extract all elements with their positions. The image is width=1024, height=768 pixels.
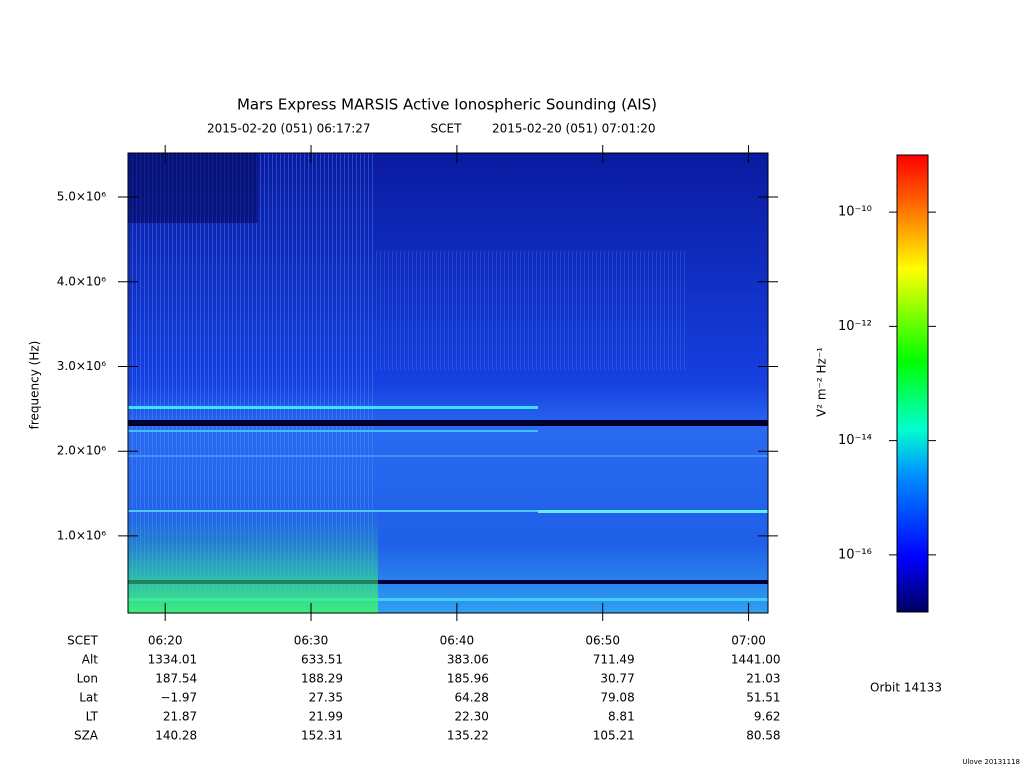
chart-title: Mars Express MARSIS Active Ionospheric S… bbox=[237, 96, 657, 114]
colorbar-tick-label: 10⁻¹⁴ bbox=[838, 433, 872, 448]
time-system: SCET bbox=[431, 122, 463, 136]
ephemeris-value: 1334.01 bbox=[148, 653, 198, 667]
ephemeris-label: LT bbox=[86, 710, 99, 724]
colorbar-label: V² m⁻² Hz⁻¹ bbox=[815, 347, 829, 417]
y-tick-label: 3.0×10⁶ bbox=[57, 359, 106, 373]
ephemeris-value: 51.51 bbox=[746, 691, 780, 705]
x-tick-label: 06:30 bbox=[294, 634, 329, 648]
start-time: 2015-02-20 (051) 06:17:27 bbox=[207, 122, 371, 136]
ephemeris-value: 79.08 bbox=[600, 691, 634, 705]
orbit: Orbit 14133 bbox=[870, 681, 942, 695]
ephemeris-value: 383.06 bbox=[447, 653, 489, 667]
y-axis-label: frequency (Hz) bbox=[28, 341, 42, 430]
ephemeris-value: 64.28 bbox=[455, 691, 489, 705]
ephemeris-value: 21.03 bbox=[746, 672, 780, 686]
x-tick-label: 06:20 bbox=[148, 634, 183, 648]
ephemeris-value: 1441.00 bbox=[731, 653, 781, 667]
x-tick-label: 07:00 bbox=[731, 634, 766, 648]
ephemeris-value: 22.30 bbox=[455, 710, 489, 724]
colorbar bbox=[896, 154, 929, 613]
colorbar-tick-label: 10⁻¹² bbox=[838, 319, 872, 334]
ephemeris-value: −1.97 bbox=[160, 691, 197, 705]
ephemeris-value: 188.29 bbox=[301, 672, 343, 686]
y-tick-label: 2.0×10⁶ bbox=[57, 444, 106, 458]
x-tick-label: 06:40 bbox=[440, 634, 475, 648]
ephemeris-value: 30.77 bbox=[600, 672, 634, 686]
ephemeris-value: 135.22 bbox=[447, 729, 489, 743]
ephemeris-value: 8.81 bbox=[608, 710, 635, 724]
y-tick-label: 1.0×10⁶ bbox=[57, 528, 106, 542]
ephemeris-label: Alt bbox=[82, 653, 99, 667]
x-tick-label: 06:50 bbox=[585, 634, 620, 648]
ephemeris-value: 140.28 bbox=[155, 729, 197, 743]
ephemeris-label: SCET bbox=[67, 634, 99, 648]
ephemeris-value: 185.96 bbox=[447, 672, 489, 686]
colorbar-tick-label: 10⁻¹⁰ bbox=[838, 205, 872, 220]
y-tick-label: 4.0×10⁶ bbox=[57, 274, 106, 288]
ephemeris-value: 21.99 bbox=[309, 710, 343, 724]
footer: Ulove 20131118 bbox=[962, 758, 1020, 766]
ephemeris-value: 9.62 bbox=[754, 710, 781, 724]
end-time: 2015-02-20 (051) 07:01:20 bbox=[492, 122, 656, 136]
ephemeris-value: 27.35 bbox=[309, 691, 343, 705]
ephemeris-value: 152.31 bbox=[301, 729, 343, 743]
ephemeris-value: 187.54 bbox=[155, 672, 197, 686]
colorbar-tick-label: 10⁻¹⁶ bbox=[838, 547, 872, 562]
ephemeris-label: SZA bbox=[74, 729, 99, 743]
ephemeris-value: 633.51 bbox=[301, 653, 343, 667]
ephemeris-value: 80.58 bbox=[746, 729, 780, 743]
ephemeris-value: 105.21 bbox=[593, 729, 635, 743]
spectrogram-image bbox=[128, 153, 768, 613]
ephemeris-label: Lon bbox=[77, 672, 98, 686]
plot-frame bbox=[127, 152, 769, 614]
ephemeris-value: 21.87 bbox=[163, 710, 197, 724]
ephemeris-value: 711.49 bbox=[593, 653, 635, 667]
y-tick-label: 5.0×10⁶ bbox=[57, 190, 106, 204]
ephemeris-label: Lat bbox=[79, 691, 98, 705]
